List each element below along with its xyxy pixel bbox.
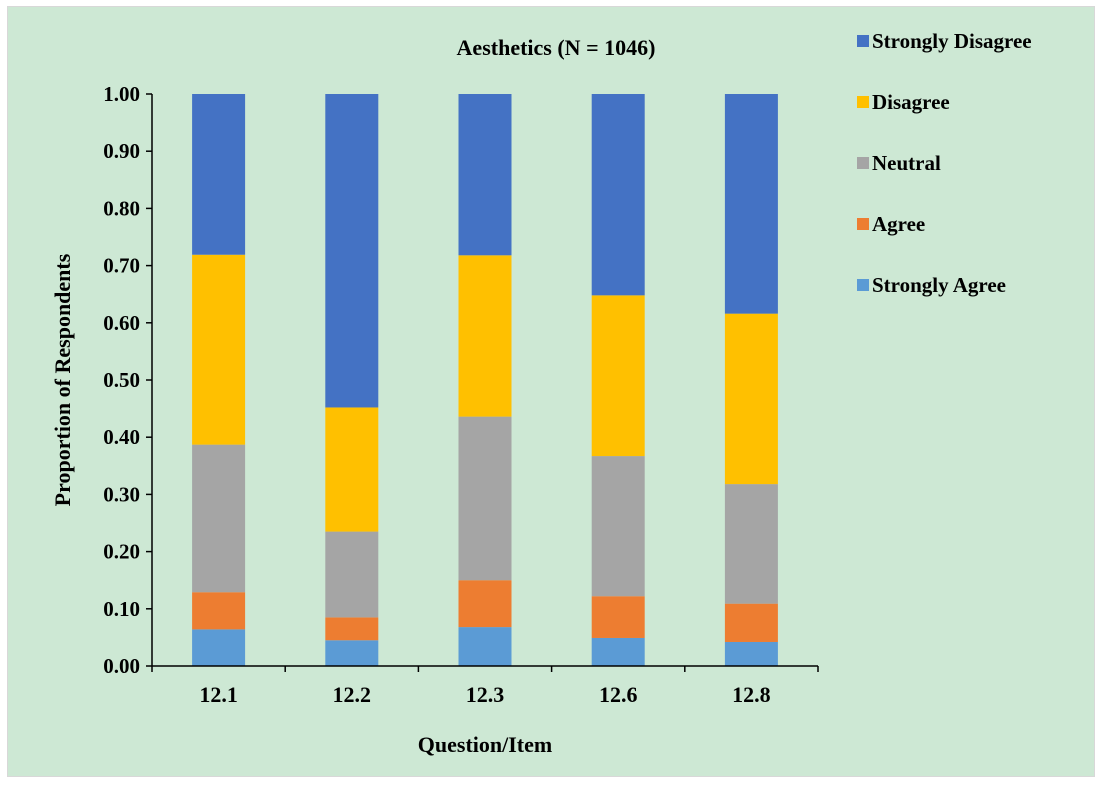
y-tick-label: 0.70 (103, 254, 140, 278)
axes-layer: 0.00 0.10 0.20 0.30 0.40 0.50 0.60 0.70 0.80 0.90… (103, 82, 819, 678)
y-axis-title: Proportion of Respondents (50, 253, 75, 506)
bar-12-2-strongly-agree (325, 640, 379, 666)
bars-layer: 12.1 12.2 12.3 12.6 12.8 (192, 94, 778, 707)
legend-swatch (857, 35, 869, 47)
bar-12-6-strongly-agree (591, 637, 645, 666)
y-tick-label: 0.40 (103, 425, 140, 449)
legend-swatch (857, 218, 869, 230)
bar-12-1-strongly-disagree (192, 94, 246, 255)
bar-12-8-disagree (724, 313, 778, 485)
bar-12-1-agree (192, 592, 246, 630)
y-tick-label: 0.60 (103, 311, 140, 335)
x-axis-title: Question/Item (418, 732, 552, 757)
bar-12-1-strongly-agree (192, 629, 246, 666)
bar-12-8-neutral (724, 484, 778, 604)
x-tick-label: 12.8 (732, 682, 771, 707)
legend-swatch (857, 96, 869, 108)
bar-12-2-strongly-disagree (325, 94, 379, 408)
bar-12-3-strongly-disagree (458, 94, 512, 256)
legend-item-strongly-disagree: Strongly Disagree (857, 29, 1032, 53)
bar-12-2-neutral (325, 531, 379, 618)
bar-12-1-disagree (192, 254, 246, 445)
bar-12-8-agree (724, 603, 778, 642)
legend-label: Strongly Agree (872, 273, 1006, 297)
legend-label: Agree (872, 212, 925, 236)
legend-item-agree: Agree (857, 212, 925, 236)
bar-12-3-strongly-agree (458, 627, 512, 666)
bar-12-6-disagree (591, 295, 645, 457)
legend-label: Strongly Disagree (872, 29, 1032, 53)
bar-12-2-agree (325, 617, 379, 641)
bar-12-8-strongly-disagree (724, 94, 778, 314)
bar-12-6-agree (591, 596, 645, 638)
legend-swatch (857, 157, 869, 169)
legend-item-disagree: Disagree (857, 90, 950, 114)
legend: Strongly Disagree Disagree Neutral Agree Str… (857, 29, 1032, 297)
legend-label: Neutral (872, 151, 941, 175)
bar-12-8-strongly-agree (724, 641, 778, 666)
chart-title: Aesthetics (N = 1046) (457, 35, 656, 60)
bar-12-1-neutral (192, 444, 246, 593)
legend-item-neutral: Neutral (857, 151, 941, 175)
chart-area (7, 6, 1095, 777)
y-tick-label: 0.00 (103, 654, 140, 678)
bar-12-3-neutral (458, 416, 512, 581)
bar-12-6-neutral (591, 456, 645, 597)
y-tick-label: 0.50 (103, 368, 140, 392)
y-tick-label: 0.30 (103, 482, 140, 506)
x-tick-label: 12.1 (199, 682, 238, 707)
bar-12-3-agree (458, 580, 512, 628)
bar-12-3-disagree (458, 255, 512, 417)
legend-item-strongly-agree: Strongly Agree (857, 273, 1006, 297)
y-tick-label: 0.90 (103, 139, 140, 163)
bar-12-6-strongly-disagree (591, 94, 645, 296)
y-tick-label: 0.10 (103, 597, 140, 621)
legend-label: Disagree (872, 90, 950, 114)
y-tick-label: 0.80 (103, 196, 140, 220)
y-tick-label: 1.00 (103, 82, 140, 106)
x-tick-label: 12.2 (333, 682, 372, 707)
legend-swatch (857, 279, 869, 291)
y-tick-label: 0.20 (103, 540, 140, 564)
x-tick-label: 12.6 (599, 682, 638, 707)
bar-12-2-disagree (325, 407, 379, 532)
x-tick-label: 12.3 (466, 682, 505, 707)
